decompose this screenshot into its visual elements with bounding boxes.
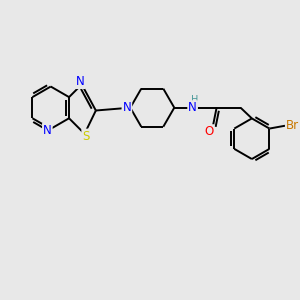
Text: N: N xyxy=(188,101,197,114)
Text: N: N xyxy=(43,124,52,137)
Text: S: S xyxy=(82,130,90,142)
Text: O: O xyxy=(204,125,214,138)
Text: Br: Br xyxy=(286,119,299,132)
Text: N: N xyxy=(76,75,85,88)
Text: N: N xyxy=(122,101,131,114)
Text: H: H xyxy=(191,95,199,105)
